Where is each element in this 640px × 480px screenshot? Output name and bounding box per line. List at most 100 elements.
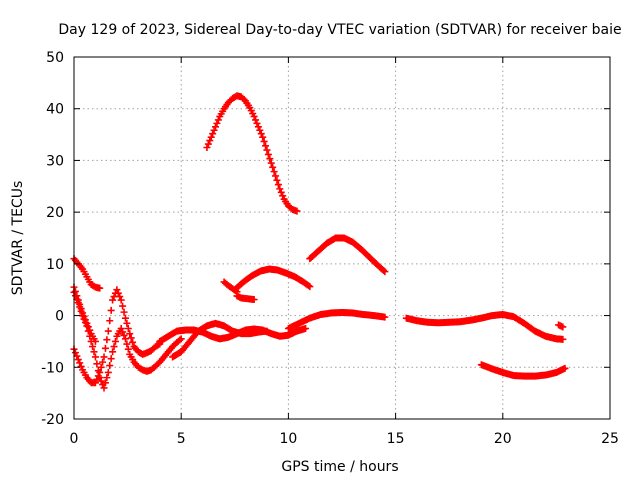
data-point [302,325,310,332]
data-point [91,379,99,387]
chart-title: Day 129 of 2023, Sidereal Day-to-day VTE… [58,22,621,38]
y-tick-label-40: 40 [46,102,64,118]
series-segment-14 [477,361,569,380]
data-point [79,309,87,317]
x-axis-label: GPS time / hours [281,459,398,475]
data-point [109,296,117,304]
data-point [117,296,125,304]
data-point [101,344,109,352]
data-point [96,368,104,376]
data-point [100,384,108,392]
data-point [240,96,248,104]
data-point [203,144,211,151]
x-tick-label-5: 5 [177,431,186,447]
data-point [263,146,271,154]
data-point [212,123,220,131]
series-segment-11 [233,292,258,304]
data-point [93,360,101,368]
data-point [206,137,214,145]
data-point [74,356,82,364]
data-point [76,300,84,308]
y-axis-label: SDTVAR / TECUs [10,181,26,296]
data-point [269,163,277,171]
data-point [270,168,278,176]
data-point [209,130,217,138]
data-point [279,192,287,200]
data-point [83,319,91,327]
data-point [256,126,264,134]
data-point [204,140,212,148]
data-point [97,363,105,371]
plot-frame [73,56,611,420]
grid-layer [74,57,610,419]
series-segment-8 [203,92,301,215]
data-point [264,150,272,158]
data-point [127,334,135,342]
data-point [561,364,569,372]
data-point [123,319,131,327]
data-point [254,123,262,131]
data-point [89,343,97,351]
data-point [116,293,124,301]
data-point [177,335,185,343]
data-point [114,289,122,297]
y-tick-label--20: -20 [41,412,64,428]
data-point [380,266,388,274]
data-point [176,336,184,344]
data-point [107,355,115,363]
data-point [266,155,274,163]
data-point [77,362,85,370]
data-point [210,126,218,134]
y-tick-label-20: 20 [46,205,64,221]
y-tick-label-10: 10 [46,257,64,273]
data-point [71,287,79,295]
data-point [119,328,127,336]
data-point [263,327,271,335]
data-point [103,374,111,382]
data-point [381,313,389,321]
data-point [100,353,108,361]
data-point [76,359,84,367]
data-point [94,372,102,380]
data-point [103,336,111,344]
data-point [90,348,98,356]
series-segment-15 [555,321,567,331]
data-point [274,181,282,189]
data-point [99,358,107,366]
data-point [110,343,118,351]
data-point [306,283,314,291]
data-point [117,325,125,332]
data-point [126,330,134,338]
data-point [121,335,129,343]
data-point [129,338,137,346]
data-point [120,331,128,339]
data-point [80,312,88,320]
series-segment-13 [402,311,567,343]
x-tick-label-10: 10 [279,431,297,447]
data-point [273,176,281,184]
data-point [104,327,112,335]
y-tick-label--10: -10 [41,360,64,376]
data-point [267,159,275,167]
data-point [113,286,121,294]
data-point [73,352,81,360]
data-point [214,116,222,124]
data-point [97,377,105,385]
x-tick-label-15: 15 [387,431,405,447]
data-point [71,349,79,357]
data-point [84,323,92,331]
data-point [559,335,567,343]
data-point [107,306,115,314]
data-point [123,340,131,348]
data-point [121,314,129,322]
data-point [259,133,267,141]
data-point [91,337,99,345]
data-point [93,375,101,383]
data-point [96,284,104,292]
data-point [106,317,114,325]
x-tick-label-0: 0 [70,431,79,447]
data-point [111,337,119,345]
x-tick-label-20: 20 [494,431,512,447]
